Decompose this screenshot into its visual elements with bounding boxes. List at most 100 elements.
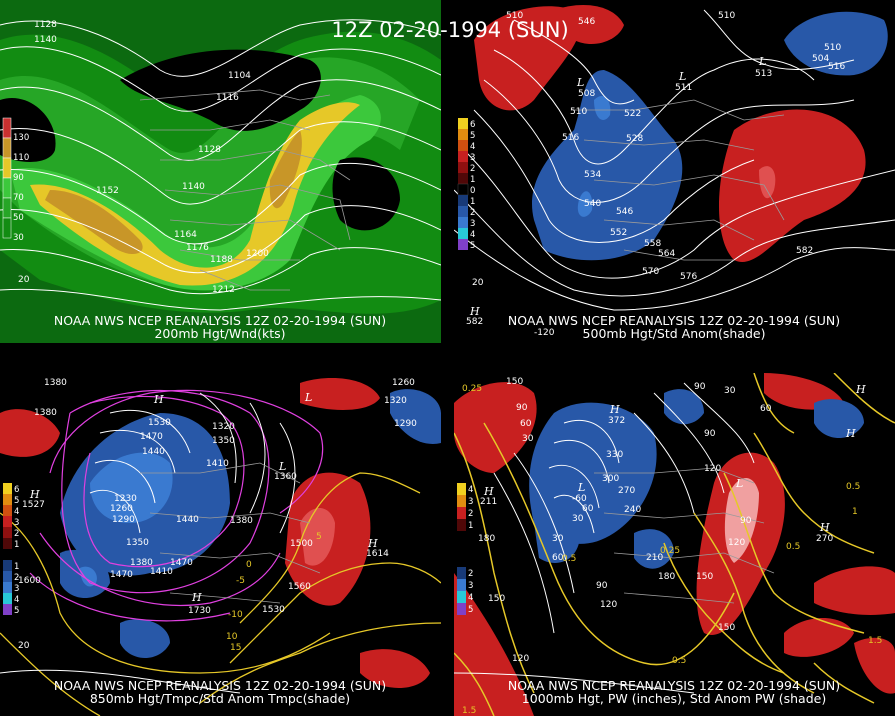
legend-label: 1	[470, 175, 475, 185]
contour-label: 1200	[246, 249, 269, 259]
anom-red-se2	[854, 637, 895, 694]
high-value: 582	[466, 317, 483, 327]
anom-red-se	[814, 566, 895, 615]
pw-label: 0.5	[562, 554, 576, 564]
anom-blue-core	[90, 452, 173, 523]
high-value: 1614	[366, 549, 389, 559]
legend-label: 2	[468, 569, 473, 579]
contour-label: 1470	[170, 558, 193, 568]
anom-blue-center	[529, 402, 657, 544]
contour-label: 120	[704, 464, 721, 474]
contour-label: 510	[824, 43, 841, 53]
high-marker: H	[609, 403, 620, 416]
contour-label: 60	[582, 504, 594, 514]
contour-label: 1230	[114, 494, 137, 504]
legend-label: 4	[14, 595, 19, 605]
contour-label: 90	[516, 403, 528, 413]
anom-red-s	[784, 618, 854, 657]
contour-label: 1410	[206, 459, 229, 469]
contour-label: 1500	[290, 539, 313, 549]
grid-label: 20	[18, 275, 30, 285]
contour-label: 90	[704, 429, 716, 439]
contour-label: 1260	[110, 504, 133, 514]
contour-label: 240	[624, 505, 641, 515]
contour-label: 1560	[288, 582, 311, 592]
low-marker: L	[735, 477, 743, 490]
pw-label: 1.5	[462, 706, 476, 716]
legend-label: 110	[13, 153, 29, 163]
anom-blue-s	[120, 619, 170, 658]
low-value: 511	[675, 83, 692, 93]
anom-blue-ne	[784, 11, 888, 76]
legend-label: 0	[470, 186, 475, 196]
contour-label: 1350	[126, 538, 149, 548]
contour-label: 1140	[34, 35, 57, 45]
contour-label: 1164	[174, 230, 197, 240]
contour-label: 1380	[44, 378, 67, 388]
contour-label: 510	[570, 107, 587, 117]
caption-line1: NOAA NWS NCEP REANALYSIS 12Z 02-20-1994 …	[508, 678, 840, 693]
contour-label: 516	[562, 133, 579, 143]
contour-label: 150	[488, 594, 505, 604]
legend-label: 3	[468, 497, 473, 507]
high-marker: H	[855, 383, 866, 396]
anom-blue-core	[577, 191, 593, 217]
contour-label: 60	[520, 419, 532, 429]
contour-label: 1260	[392, 378, 415, 388]
temp-label: 15	[230, 643, 241, 653]
map-850mb: 6 5 4 3 2 1 1 2 3 4 5 1380 1380 1530 147…	[0, 373, 441, 716]
contour-label: 30	[572, 514, 584, 524]
anom-red-e	[719, 109, 866, 262]
legend-label: 2	[470, 164, 475, 174]
contour-label: 30	[552, 534, 564, 544]
grid-label: 20	[18, 641, 30, 651]
legend-label: 3	[470, 219, 475, 229]
contour-label: 576	[680, 272, 697, 282]
anom-red-ne	[300, 378, 380, 410]
contour-label: 534	[584, 170, 601, 180]
pw-label: 0.5	[672, 656, 686, 666]
contour-label: 1440	[176, 515, 199, 525]
low-value: -60	[572, 494, 587, 504]
legend-label: 5	[14, 606, 19, 616]
anom-red-sw	[454, 573, 534, 716]
anom-blue-sw-core	[80, 566, 97, 587]
caption-line2: 1000mb Hgt, PW (inches), Std Anom PW (sh…	[522, 691, 826, 706]
panel-200mb: 130 110 90 70 50 30 1128 1140 1104 1116 …	[0, 0, 441, 343]
legend-label: 5	[470, 241, 475, 251]
pw-label: 0.25	[660, 546, 680, 556]
legend-label: 2	[14, 573, 19, 583]
contour-label: 1320	[212, 422, 235, 432]
contour-label: 1530	[262, 605, 285, 615]
contour-label: 1470	[140, 432, 163, 442]
low-value: 1360	[274, 472, 297, 482]
contour-label: 150	[506, 377, 523, 387]
low-marker: L	[304, 391, 312, 404]
contour-label: 1290	[112, 515, 135, 525]
high-marker: H	[29, 488, 40, 501]
contour-label: 510	[718, 11, 735, 21]
legend-label: 6	[470, 120, 475, 130]
legend-label: 3	[468, 581, 473, 591]
anom-red-nw	[474, 6, 581, 111]
legend-1000mb: 4 3 2 1 2 3 4 5	[457, 483, 473, 615]
legend-label: 2	[14, 529, 19, 539]
legend-label: 2	[470, 208, 475, 218]
caption-line2: 200mb Hgt/Wnd(kts)	[154, 326, 285, 341]
high-value: 211	[480, 497, 497, 507]
contour-label: 564	[658, 249, 675, 259]
legend-850mb: 6 5 4 3 2 1 1 2 3 4 5	[3, 483, 19, 616]
grid-label: -120	[534, 328, 555, 338]
high-marker: H	[845, 427, 856, 440]
legend-label: 30	[13, 233, 24, 243]
caption-line1: NOAA NWS NCEP REANALYSIS 12Z 02-20-1994 …	[54, 313, 386, 328]
high-marker: H	[191, 591, 202, 604]
contour-label: 1380	[130, 558, 153, 568]
high-marker: H	[367, 537, 378, 550]
contour-label: 1116	[216, 93, 239, 103]
anom-blue-center	[532, 70, 683, 261]
legend-label: 4	[468, 485, 473, 495]
anom-red-e-core	[759, 166, 776, 199]
contour-label: 504	[812, 54, 829, 64]
high-marker: H	[483, 485, 494, 498]
